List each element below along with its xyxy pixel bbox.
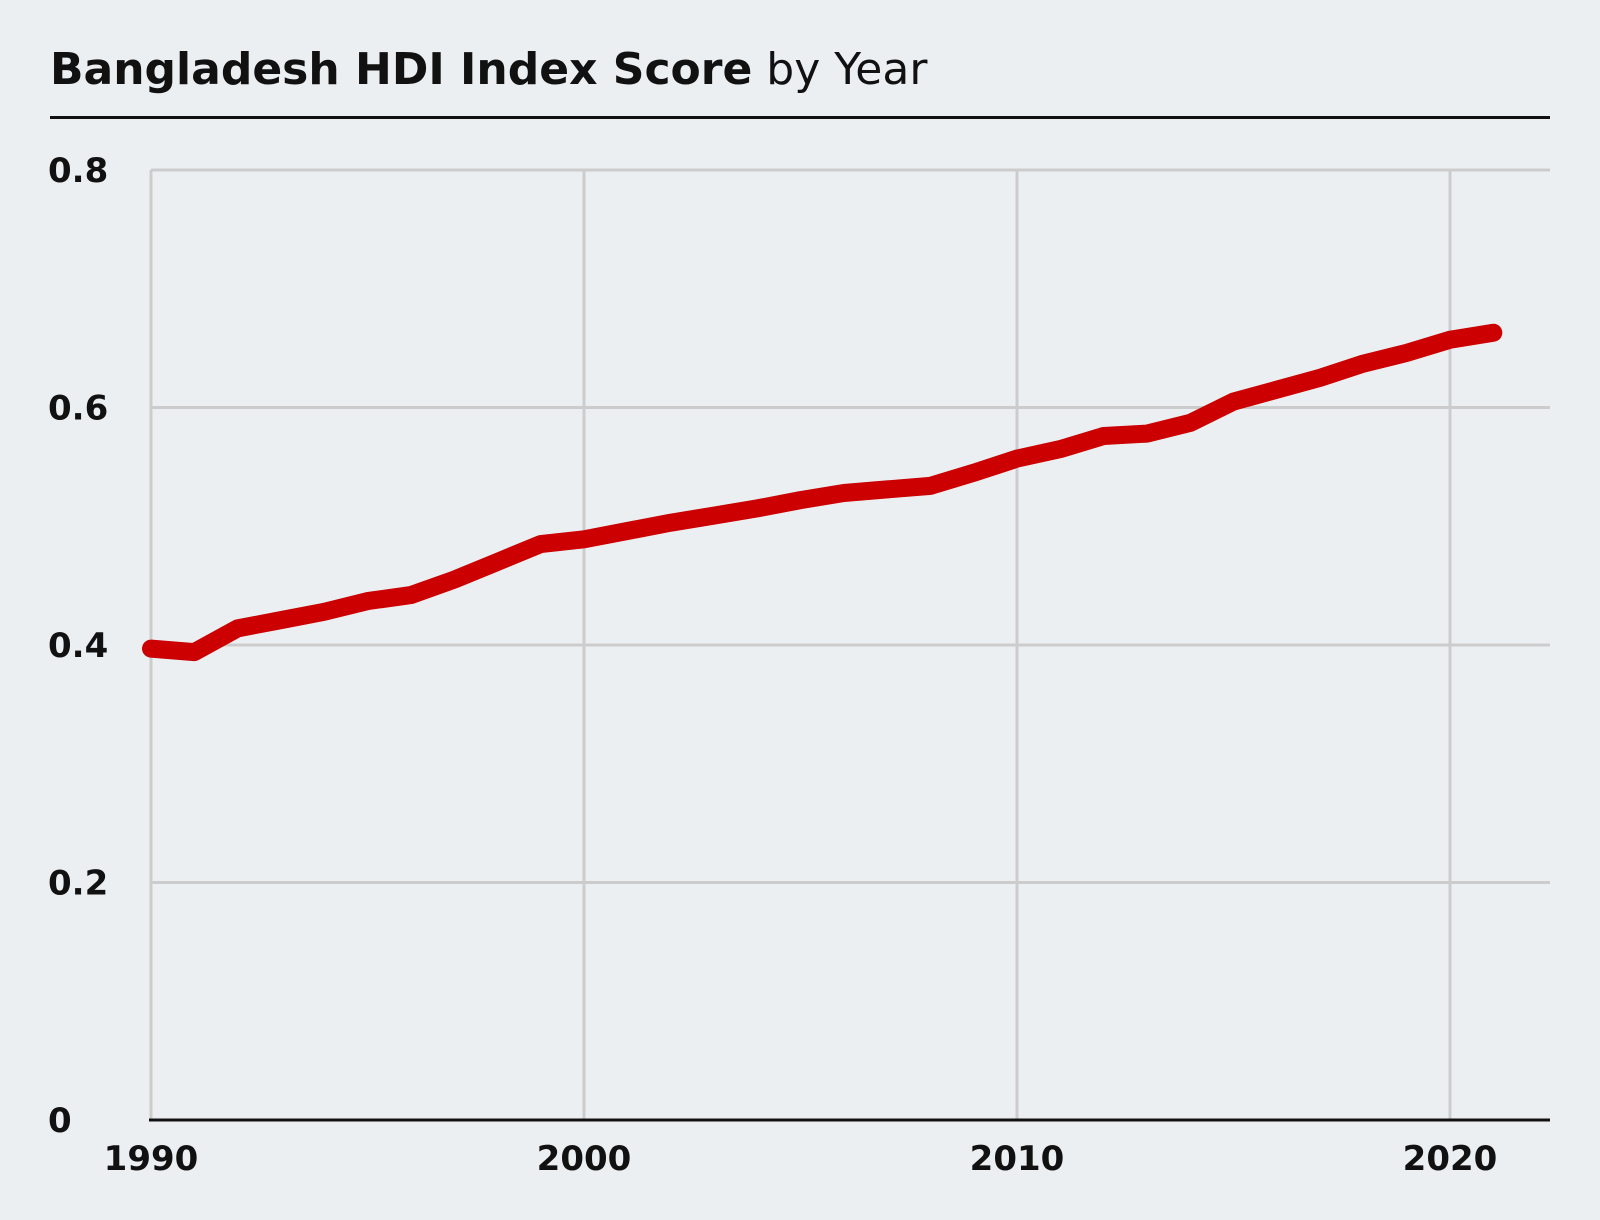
y-tick-label: 0.4 [48, 626, 108, 666]
x-tick-label: 2020 [1403, 1139, 1498, 1179]
x-tick-label: 2010 [970, 1139, 1065, 1179]
y-tick-label: 0.8 [48, 151, 108, 191]
hdi-series-line [142, 323, 1503, 662]
title-divider [50, 116, 1550, 119]
chart-title-bold: Bangladesh HDI Index Score [50, 44, 753, 95]
x-tick-label: 2000 [537, 1139, 632, 1179]
chart-title: Bangladesh HDI Index Score by Year [50, 40, 927, 100]
y-tick-label: 0 [48, 1101, 72, 1141]
y-tick-label: 0.6 [48, 389, 108, 429]
grid-layer [149, 168, 1550, 1120]
series-layer [142, 323, 1503, 662]
x-tick-label: 1990 [104, 1139, 199, 1179]
chart-title-rest: by Year [752, 44, 928, 95]
y-tick-label: 0.2 [48, 864, 108, 904]
label-layer: 0 0.2 0.4 0.6 0.8 1990 2000 2010 2020 [48, 151, 1497, 1179]
